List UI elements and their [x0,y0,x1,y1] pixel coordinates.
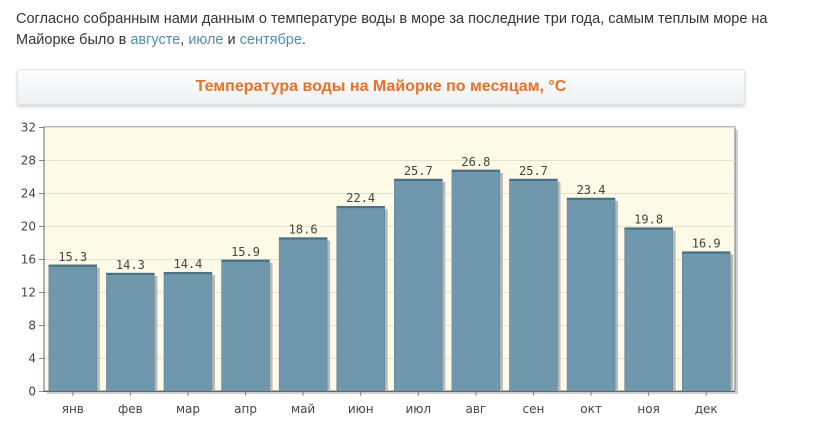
bar-top-edge [682,251,731,254]
bar [566,197,616,392]
bar [451,169,501,392]
bar-top-edge [279,237,328,240]
bar-top-edge [624,227,673,230]
bar-top-edge [509,178,558,181]
data-label: 16.9 [692,237,721,251]
x-tick-label: авг [466,402,487,416]
y-tick-label: 20 [21,220,36,234]
x-tick-label: мар [176,402,200,416]
x-tick-label: ноя [637,402,659,416]
bar [163,271,213,392]
intro-end: . [301,32,306,48]
intro-separator: , [180,32,189,48]
data-label: 14.4 [174,257,203,271]
x-tick-label: июн [348,402,374,416]
y-tick-label: 16 [21,253,36,267]
bar-top-edge [48,264,97,267]
y-tick-label: 4 [28,352,36,366]
data-label: 14.3 [116,258,145,272]
intro-text: Согласно собранным нами данным о темпера… [16,11,768,48]
x-tick-label: июл [406,402,432,416]
bar-top-edge [394,178,443,181]
bar [221,259,270,392]
data-label: 23.4 [577,183,606,197]
bar-top-edge [221,259,270,262]
bar [336,205,385,392]
bar [48,264,98,392]
chart-title: Температура воды на Майорке по месяцам, … [195,78,567,95]
bar [509,178,558,392]
link-august[interactable]: августе [130,32,181,48]
x-tick-label: дек [695,402,718,416]
bar [106,272,155,392]
y-tick-label: 24 [21,187,36,201]
y-tick-label: 0 [28,385,36,399]
intro-separator: и [223,32,240,48]
y-tick-label: 8 [28,319,36,333]
data-label: 19.8 [634,213,663,227]
data-label: 22.4 [346,191,375,205]
intro-paragraph: Согласно собранным нами данным о темпера… [16,9,806,51]
data-label: 15.9 [231,245,260,259]
bar-top-edge [336,206,385,209]
bar-top-edge [106,273,155,276]
bar-top-edge [567,197,616,200]
y-tick-label: 32 [21,121,36,135]
bar [624,227,673,392]
chart-title-bar: Температура воды на Майорке по месяцам, … [17,69,745,105]
bar-top-edge [451,169,500,172]
x-tick-label: окт [580,402,602,416]
x-tick-label: май [291,402,315,416]
bar-top-edge [163,272,212,275]
data-label: 25.7 [519,164,548,178]
x-tick-label: фев [118,402,143,416]
data-label: 15.3 [58,250,87,264]
x-tick-label: янв [62,402,84,416]
data-label: 18.6 [289,223,318,237]
link-september[interactable]: сентябре [239,32,302,48]
bar [394,178,443,392]
data-label: 25.7 [404,164,433,178]
data-label: 26.8 [461,155,490,169]
y-tick-label: 28 [21,154,36,168]
x-tick-label: сен [523,402,545,416]
y-tick-label: 12 [21,286,36,300]
bar [278,237,328,392]
link-july[interactable]: июле [188,32,224,48]
x-tick-label: апр [234,402,257,416]
bar [681,251,731,392]
